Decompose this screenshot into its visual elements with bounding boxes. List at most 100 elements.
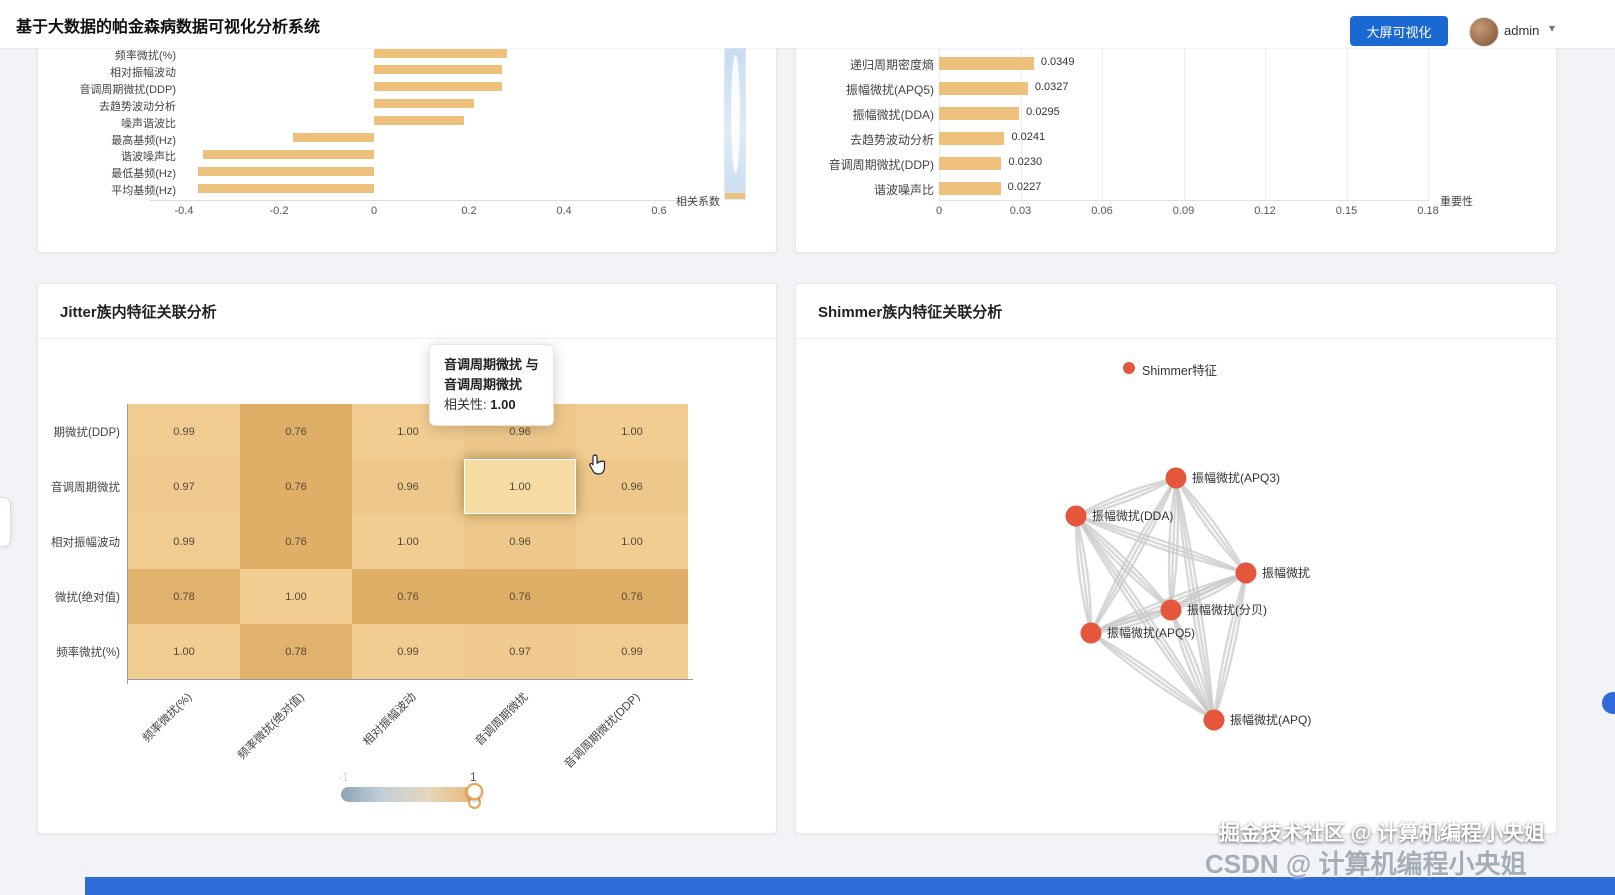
heatmap-cell[interactable]: 0.78 [128,569,240,624]
heatmap-tooltip: 音调周期微扰 与 音调周期微扰 相关性: 1.00 [429,344,554,427]
graph-edge [1175,477,1248,574]
bottom-blue-bar [85,877,1615,895]
colorbar-density-lens [731,55,740,173]
graph-node[interactable] [1160,599,1182,621]
drawer-handle[interactable] [0,497,11,547]
tooltip-feature-a: 音调周期微扰 与 [444,357,539,372]
heatmap-cell[interactable]: 0.99 [128,404,240,459]
heatmap-cell[interactable]: 1.00 [352,514,464,569]
chevron-down-icon[interactable]: ▾ [1549,21,1556,35]
category-label: 振幅微扰(APQ5) [845,83,934,97]
colorbar[interactable] [724,48,746,200]
bar[interactable] [374,65,503,75]
importance-bar-chart: 0 0.03 0.06 0.09 0.12 0.15 0.18 递归周期密度熵 0.0349 振幅… [796,48,1556,252]
heatmap-cell[interactable]: 1.00 [464,459,576,514]
heatmap-cell[interactable]: 0.76 [464,569,576,624]
graph-edge [1075,514,1247,575]
graph-edge [1090,632,1215,721]
heatmap-cell[interactable]: 1.00 [576,404,688,459]
heatmap-cell[interactable]: 0.96 [352,459,464,514]
y-axis-label: 相对振幅波动 [51,536,120,549]
x-axis-label: 频率微扰(绝对值) [235,691,307,762]
x-tick-label: -0.4 [174,205,194,217]
legend-dot-icon[interactable] [1123,362,1135,374]
bar[interactable] [939,56,1034,70]
bar[interactable] [939,181,1001,195]
bar[interactable] [198,166,374,176]
x-tick-label: 0.15 [1335,205,1358,217]
heatmap-cell[interactable]: 0.96 [464,514,576,569]
graph-edge [1212,572,1248,721]
y-axis-label: 期微扰(DDP) [53,426,120,439]
category-label: 去趋势波动分析 [99,100,176,113]
x-tick-label: 0.18 [1417,205,1439,217]
graph-edge [1169,609,1216,721]
graph-node[interactable] [1235,562,1257,584]
bar[interactable] [374,82,503,92]
gridline [1428,48,1429,200]
x-tick-label: 0.6 [651,205,667,217]
jitter-heatmap-chart: 期微扰(DDP) 0.99 0.76 1.00 0.96 1.00 音调周期微扰 0.97 0.… [38,284,776,833]
x-axis-line [127,679,693,680]
heatmap-cell[interactable]: 1.00 [240,569,352,624]
x-tick-label: 0 [370,205,378,217]
heatmap-cell[interactable]: 0.99 [352,624,464,679]
heatmap-cell[interactable]: 1.00 [576,514,688,569]
bar[interactable] [203,149,374,159]
heatmap-cell[interactable]: 0.78 [240,624,352,679]
heatmap-cell[interactable]: 0.76 [240,459,352,514]
bar[interactable] [374,116,465,126]
y-axis-line [127,404,128,684]
graph-edge [1089,477,1178,634]
category-label: 谐波噪声比 [873,183,934,197]
graph-edge [1074,515,1093,634]
tooltip-feature-b: 音调周期微扰 [444,377,523,393]
bar[interactable] [939,156,1002,170]
bar[interactable] [198,183,374,193]
bar[interactable] [939,81,1028,95]
x-axis-label: 音调周期微扰 [473,691,531,749]
heatmap-cell[interactable]: 0.99 [576,624,688,679]
graph-node[interactable] [1080,622,1102,644]
graph-edge [1074,515,1093,634]
gridline [1020,48,1022,200]
gridline [1102,48,1103,200]
gridline [1265,48,1266,200]
graph-node-label: 振幅微扰(DDA) [1092,508,1173,523]
username-label[interactable]: admin [1504,23,1540,38]
x-axis-label: 音调周期微扰(DDP) [562,691,643,771]
graph-node[interactable] [1165,467,1187,489]
value-label: 0.0230 [1008,156,1043,168]
big-screen-button[interactable]: 大屏可视化 [1350,16,1448,46]
graph-edge [1169,609,1216,721]
category-label: 频率微扰(%) [114,50,176,62]
graph-node[interactable] [1203,709,1225,731]
graph-node[interactable] [1065,505,1087,527]
heatmap-cell[interactable]: 0.97 [464,624,576,679]
heatmap-cell[interactable]: 0.76 [240,404,352,459]
visualmap-handle[interactable] [466,783,483,800]
bar[interactable] [939,106,1020,120]
bar[interactable] [939,131,1005,145]
value-label: 0.0349 [1040,56,1075,68]
user-avatar[interactable] [1469,17,1499,47]
heatmap-cell[interactable]: 0.76 [576,569,688,624]
heatmap-cell[interactable]: 0.97 [128,459,240,514]
graph-node-label: 振幅微扰(APQ3) [1192,470,1280,485]
gridline [939,48,940,200]
x-tick-label: 0.03 [1009,205,1032,217]
card-title-bar: Jitter族内特征关联分析 [38,284,776,339]
bar[interactable] [374,48,507,58]
heatmap-cell[interactable]: 0.76 [352,569,464,624]
heatmap-cell[interactable]: 1.00 [128,624,240,679]
shimmer-network-card: Shimmer族内特征关联分析 Shimmer特征 振幅微扰(APQ3) 振幅微扰… [795,283,1557,834]
heatmap-cell[interactable]: 0.76 [240,514,352,569]
visualmap-slider[interactable] [341,787,479,802]
card-title-bar: Shimmer族内特征关联分析 [796,284,1556,339]
bar[interactable] [293,133,374,142]
bar[interactable] [374,99,474,109]
floating-action-bubble[interactable] [1602,692,1615,714]
shimmer-legend-label[interactable]: Shimmer特征 [1142,364,1218,378]
y-axis-label: 微扰(绝对值) [54,591,120,604]
heatmap-cell[interactable]: 0.99 [128,514,240,569]
